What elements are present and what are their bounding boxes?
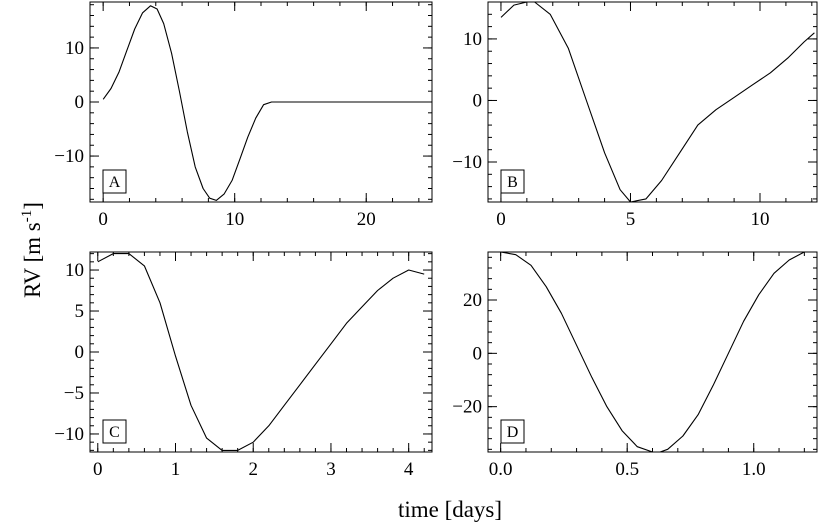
x-tick-label: 0 xyxy=(496,209,506,230)
x-tick-label: 1.0 xyxy=(742,459,766,480)
x-tick-label: 3 xyxy=(326,459,336,480)
y-axis-unit-close: ] xyxy=(20,202,45,210)
panel-a-tag-label: A xyxy=(109,174,121,191)
y-tick-label: 5 xyxy=(75,301,85,322)
y-tick-label: −5 xyxy=(64,383,84,404)
y-tick-label: 10 xyxy=(65,38,84,59)
y-tick-label: 0 xyxy=(473,343,483,364)
x-tick-label: 0 xyxy=(93,459,103,480)
x-tick-label: 0 xyxy=(98,209,108,230)
panel-a-series-line xyxy=(102,5,426,201)
y-tick-label: 10 xyxy=(65,260,84,281)
y-tick-label: 20 xyxy=(463,290,482,311)
panel-a-tag-box xyxy=(102,169,127,194)
panel-c-tag-box xyxy=(102,419,127,444)
panel-d-tag-label: D xyxy=(507,424,519,441)
y-tick-label: −20 xyxy=(452,397,482,418)
x-tick-label: 0.5 xyxy=(615,459,639,480)
panel-c-frame xyxy=(89,251,433,453)
panel-c-tag-label: C xyxy=(109,424,120,441)
panel-d: 0.0 0.5 1.0 −20 0 20 D xyxy=(452,251,818,480)
x-tick-label: 10 xyxy=(225,209,244,230)
x-tick-label: 1 xyxy=(171,459,181,480)
panels-group: 0 10 20 −10 0 10 A 0 5 10 −10 0 10 B 0 1 2 3 4 −10 −5 0 5 10 C 0.… xyxy=(54,1,818,480)
panel-c-series-line xyxy=(97,253,425,451)
panel-a: 0 10 20 −10 0 10 A xyxy=(54,1,433,230)
panel-b-tag-label: B xyxy=(507,174,518,191)
panel-b-frame xyxy=(487,1,818,203)
y-axis-title: RV [m s-1] xyxy=(19,202,45,298)
y-tick-label: 0 xyxy=(473,90,483,111)
y-tick-label: −10 xyxy=(54,424,84,445)
x-tick-label: 5 xyxy=(626,209,636,230)
y-tick-label: 0 xyxy=(75,342,85,363)
panel-c: 0 1 2 3 4 −10 −5 0 5 10 C xyxy=(54,251,433,480)
x-tick-label: 2 xyxy=(248,459,258,480)
x-tick-label: 10 xyxy=(751,209,770,230)
y-axis-unit-exponent: -1 xyxy=(19,210,35,223)
panel-b-tag-box xyxy=(500,169,525,194)
y-tick-label: 10 xyxy=(463,29,482,50)
y-tick-label: −10 xyxy=(54,146,84,167)
panel-b-series-line xyxy=(500,1,815,203)
y-tick-label: −10 xyxy=(452,152,482,173)
x-tick-label: 20 xyxy=(357,209,376,230)
panel-d-tag-box xyxy=(500,419,525,444)
x-tick-label: 0.0 xyxy=(489,459,513,480)
y-tick-label: 0 xyxy=(75,92,85,113)
x-axis-title: time [days] xyxy=(398,497,502,522)
x-tick-label: 4 xyxy=(404,459,414,480)
panel-b: 0 5 10 −10 0 10 B xyxy=(452,1,818,230)
panel-d-series-line xyxy=(500,251,805,453)
